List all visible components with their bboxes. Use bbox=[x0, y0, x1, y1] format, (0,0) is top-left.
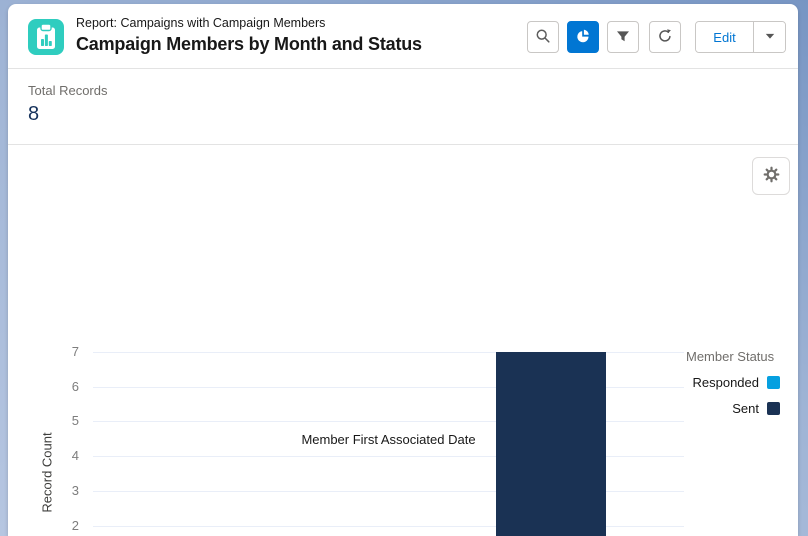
edit-dropdown-button[interactable] bbox=[753, 22, 785, 52]
search-icon bbox=[535, 28, 551, 47]
bar-segment-sent-1[interactable] bbox=[496, 352, 607, 536]
report-type-label: Report: Campaigns with Campaign Members bbox=[76, 16, 326, 30]
summary-bar: Total Records 8 bbox=[8, 69, 798, 145]
chart-toggle-button[interactable] bbox=[567, 21, 599, 53]
total-records-value: 8 bbox=[28, 103, 40, 125]
bar-chart: 01234567January 2021March 2021 Record Co… bbox=[8, 145, 798, 536]
edit-button[interactable]: Edit bbox=[696, 22, 753, 52]
legend-title: Member Status bbox=[686, 349, 775, 364]
legend-label: Responded bbox=[692, 375, 760, 390]
y-tick-label: 3 bbox=[71, 482, 79, 498]
total-records-label: Total Records bbox=[28, 83, 108, 98]
filter-icon bbox=[615, 28, 631, 47]
edit-button-group: Edit bbox=[695, 21, 786, 53]
chart-settings-button[interactable] bbox=[752, 157, 790, 195]
report-toolbar: Edit bbox=[527, 21, 786, 53]
legend-swatch bbox=[767, 376, 780, 389]
chart-panel: 01234567January 2021March 2021 Record Co… bbox=[8, 145, 798, 536]
y-tick-label: 2 bbox=[71, 517, 79, 533]
legend-swatch bbox=[767, 402, 780, 415]
search-button[interactable] bbox=[527, 21, 559, 53]
y-axis-title: Record Count bbox=[39, 431, 55, 513]
y-tick-label: 4 bbox=[71, 448, 79, 464]
gridline bbox=[93, 421, 684, 423]
legend-label: Sent bbox=[732, 401, 759, 416]
report-clipboard-icon bbox=[28, 19, 64, 55]
header-text: Report: Campaigns with Campaign Members … bbox=[76, 15, 422, 56]
pie-chart-icon bbox=[575, 28, 591, 47]
report-header: Report: Campaigns with Campaign Members … bbox=[8, 4, 798, 69]
gridline bbox=[93, 386, 684, 388]
gear-icon bbox=[763, 166, 780, 186]
legend-item-responded: Responded bbox=[686, 375, 780, 390]
y-tick-label: 5 bbox=[71, 413, 79, 429]
filter-button[interactable] bbox=[607, 21, 639, 53]
caret-down-icon bbox=[763, 29, 777, 46]
chart-plot-area: 01234567January 2021March 2021 bbox=[72, 344, 684, 536]
gridline bbox=[93, 352, 684, 353]
page-title: Campaign Members by Month and Status bbox=[76, 34, 422, 54]
chart-legend: Member Status Responded Sent bbox=[686, 349, 780, 416]
legend-item-sent: Sent bbox=[686, 401, 780, 416]
refresh-button[interactable] bbox=[649, 21, 681, 53]
legend-items: Responded Sent bbox=[686, 375, 780, 416]
gridline bbox=[93, 525, 684, 527]
y-tick-label: 7 bbox=[71, 344, 79, 359]
x-axis-title: Member First Associated Date bbox=[301, 432, 476, 447]
gridline bbox=[93, 456, 684, 458]
y-tick-label: 6 bbox=[71, 378, 79, 394]
report-card: Report: Campaigns with Campaign Members … bbox=[8, 4, 798, 536]
gridline bbox=[93, 490, 684, 492]
refresh-icon bbox=[657, 28, 673, 47]
